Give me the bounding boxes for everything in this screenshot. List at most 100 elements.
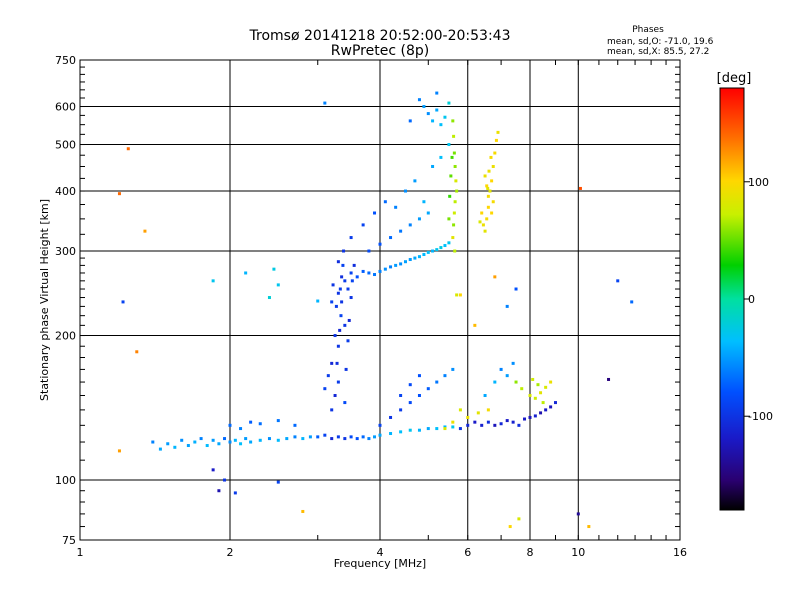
data-point (343, 437, 347, 441)
data-point (443, 427, 447, 431)
data-point (389, 265, 393, 269)
data-point (549, 405, 553, 409)
data-point (239, 427, 243, 431)
data-point (267, 296, 271, 300)
data-point (383, 200, 387, 204)
data-point (514, 380, 518, 384)
data-point (483, 229, 487, 233)
y-tick-label: 400 (55, 185, 76, 198)
data-point (488, 189, 492, 193)
data-point (422, 105, 426, 109)
data-point (166, 442, 170, 446)
data-point (435, 108, 439, 112)
data-point (517, 423, 521, 427)
grid-lines (80, 60, 680, 540)
data-point (367, 271, 371, 275)
data-point (417, 98, 421, 102)
data-point (478, 220, 482, 224)
data-point (383, 267, 387, 271)
data-point (493, 275, 497, 279)
x-tick-label: 8 (527, 546, 534, 559)
data-point (499, 422, 503, 426)
data-point (217, 442, 221, 446)
phases-o-stats: mean, sd,O: -71.0, 19.6 (607, 37, 714, 47)
x-tick-label: 2 (227, 546, 234, 559)
data-point (476, 411, 480, 415)
data-point (121, 300, 125, 304)
data-point (447, 217, 451, 221)
data-point (408, 223, 412, 227)
data-point (417, 428, 421, 432)
data-point (496, 130, 500, 134)
data-point (491, 164, 495, 168)
data-point (435, 427, 439, 431)
data-point (486, 205, 490, 209)
data-point (276, 480, 280, 484)
data-point (549, 380, 553, 384)
data-point (450, 155, 454, 159)
data-point (223, 437, 227, 441)
chart-title: Tromsø 20141218 20:52:00-20:53:43 (249, 28, 511, 44)
data-point (323, 433, 327, 437)
data-point (117, 449, 121, 453)
data-point (435, 248, 439, 252)
data-point (211, 468, 215, 472)
data-point (399, 430, 403, 434)
y-tick-label: 600 (55, 101, 76, 114)
y-tick-label: 750 (55, 54, 76, 67)
data-point (473, 420, 477, 424)
data-point (431, 164, 435, 168)
data-point (352, 263, 356, 267)
data-point (453, 200, 457, 204)
data-point (607, 377, 611, 381)
y-tick-label: 500 (55, 139, 76, 152)
data-point (483, 394, 487, 398)
data-point (505, 304, 509, 308)
axis-ticks (79, 59, 681, 541)
data-point (493, 423, 497, 427)
data-point (447, 241, 451, 245)
data-point (199, 437, 203, 441)
chart-subtitle: RwPretec (8p) (331, 43, 429, 59)
data-point (341, 263, 345, 267)
phases-x-stats: mean, sd,X: 85.5, 27.2 (607, 47, 709, 57)
data-point (361, 269, 365, 273)
data-point (373, 435, 377, 439)
data-point (408, 428, 412, 432)
data-point (338, 328, 342, 332)
data-point (158, 447, 162, 451)
data-point (394, 205, 398, 209)
data-point (490, 179, 494, 183)
data-point (350, 279, 354, 283)
x-axis-label: Frequency [MHz] (334, 557, 426, 570)
data-point (481, 223, 485, 227)
data-point (378, 242, 382, 246)
data-point (336, 435, 340, 439)
data-point (205, 444, 209, 448)
y-tick-label: 300 (55, 245, 76, 258)
data-point (355, 437, 359, 441)
data-point (394, 263, 398, 267)
data-point (447, 101, 451, 105)
data-point (343, 279, 347, 283)
data-point (493, 151, 497, 155)
data-point (126, 147, 130, 151)
data-point (426, 427, 430, 431)
data-point (301, 437, 305, 441)
data-point (494, 138, 498, 142)
data-point (346, 287, 350, 291)
phases-heading: Phases (632, 25, 664, 35)
data-point (117, 192, 121, 196)
data-point (330, 300, 334, 304)
y-tick-label: 75 (62, 534, 76, 547)
x-tick-label: 4 (377, 546, 384, 559)
data-point (455, 189, 459, 193)
colorbar-tick-label: 0 (748, 293, 755, 306)
data-point (308, 435, 312, 439)
data-point (378, 423, 382, 427)
x-tick-labels: 1 2 4 6 8 10 16 (77, 546, 688, 559)
data-point (276, 419, 280, 423)
data-point (452, 211, 456, 215)
data-point (355, 275, 359, 279)
data-point (417, 394, 421, 398)
